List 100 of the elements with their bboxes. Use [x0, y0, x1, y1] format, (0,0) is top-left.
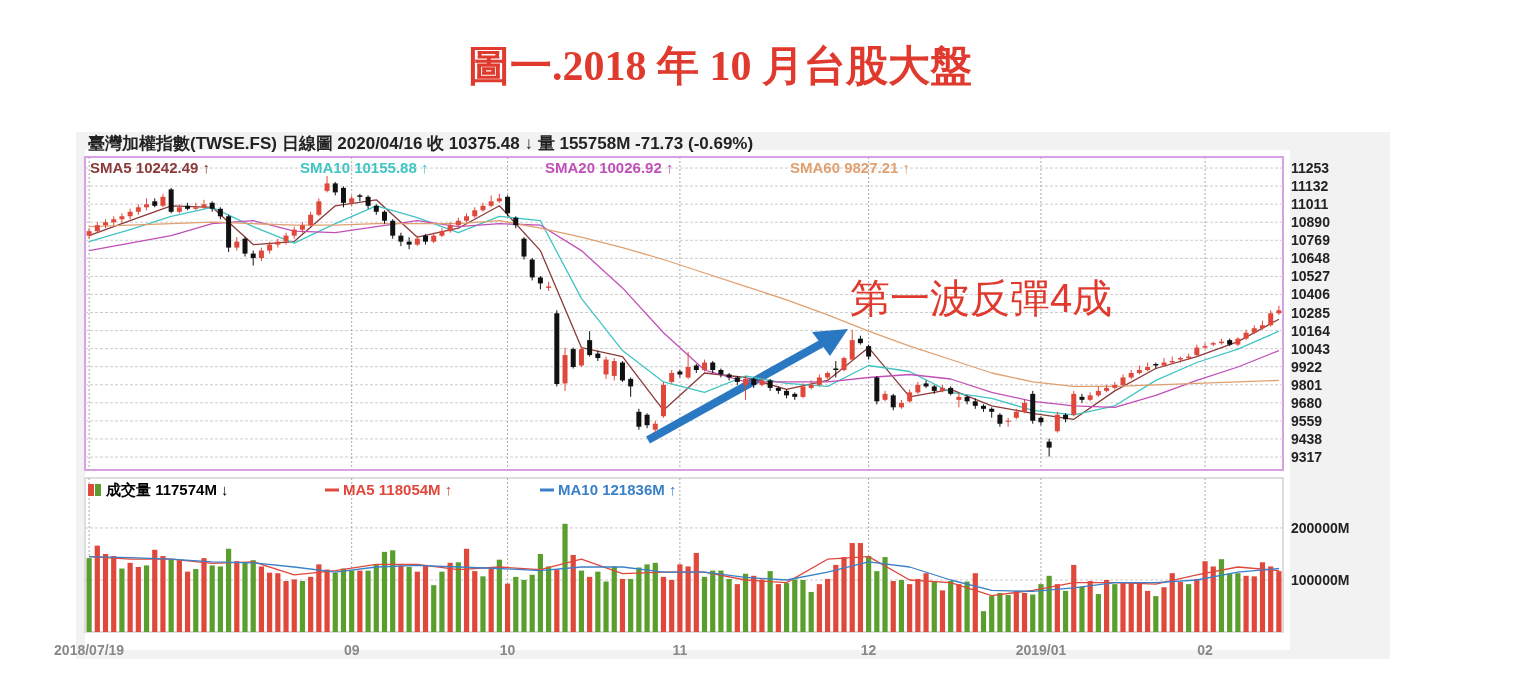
- bar: [308, 576, 314, 632]
- text: SMA20 10026.92 ↑: [545, 159, 674, 176]
- candlestick: [324, 175, 330, 193]
- bar: [1218, 559, 1225, 632]
- candlestick: [127, 208, 133, 220]
- bar: [1005, 595, 1011, 632]
- bar: [431, 585, 437, 632]
- bar: [1186, 584, 1192, 632]
- y-tick-label: 11253: [1291, 160, 1330, 177]
- bar: [636, 567, 642, 632]
- y-tick-label: 9317: [1291, 449, 1323, 466]
- text: SMA5 10242.49 ↑: [90, 159, 211, 176]
- y-tick-label: 10164: [1291, 322, 1331, 339]
- bar: [677, 564, 683, 632]
- bar: [660, 576, 667, 632]
- text: SMA10 10155.88 ↑: [300, 159, 429, 176]
- bar: [283, 581, 289, 632]
- candlestick: [357, 193, 363, 202]
- bar: [472, 571, 478, 632]
- bar: [587, 576, 593, 632]
- bar: [373, 564, 379, 632]
- bar: [209, 565, 215, 632]
- bar: [808, 591, 814, 632]
- legend-label: 成交量 117574M ↓: [105, 481, 229, 498]
- bar: [1177, 582, 1184, 632]
- bar: [250, 560, 256, 632]
- bar: [226, 548, 232, 632]
- candlestick: [447, 221, 453, 234]
- bar: [652, 562, 658, 632]
- bar: [1112, 584, 1118, 632]
- bar: [701, 576, 708, 632]
- x-tick-label: 11: [672, 642, 688, 658]
- bar: [1251, 576, 1257, 632]
- candlestick: [390, 218, 396, 240]
- y-tick-label: 9438: [1291, 430, 1323, 447]
- bar: [168, 559, 174, 632]
- y-tick-label: 10890: [1291, 214, 1331, 231]
- bar: [521, 579, 527, 632]
- candlestick: [406, 236, 412, 250]
- bar: [685, 566, 691, 632]
- y-tick-label: 9680: [1291, 394, 1323, 411]
- candlestick: [726, 372, 732, 381]
- bar: [381, 551, 388, 632]
- candlestick: [201, 199, 207, 210]
- bar: [866, 556, 872, 632]
- candlestick: [587, 330, 593, 358]
- bar: [143, 565, 150, 632]
- legend-label: MA5 118054M ↑: [343, 481, 453, 498]
- candlestick: [283, 232, 289, 246]
- candlestick: [86, 227, 92, 240]
- bar: [349, 570, 355, 632]
- candlestick: [168, 187, 174, 214]
- bar: [710, 570, 716, 632]
- y-tick-label: 9801: [1291, 376, 1323, 393]
- x-tick-label: 12: [860, 642, 877, 658]
- y-tick-label: 100000M: [1291, 571, 1350, 588]
- bar: [1038, 584, 1044, 632]
- bar: [1046, 575, 1052, 632]
- y-tick-label: 10406: [1291, 286, 1331, 303]
- bar: [989, 596, 995, 632]
- bar: [1235, 573, 1241, 632]
- chart-title: 圖一.2018 年 10 月台股大盤: [468, 43, 972, 89]
- bar: [422, 565, 429, 632]
- bar: [1145, 590, 1151, 632]
- bar: [816, 584, 822, 632]
- bar: [718, 570, 724, 632]
- bar: [792, 579, 798, 632]
- x-tick-label: 09: [343, 642, 360, 658]
- bar: [595, 571, 601, 632]
- candlestick: [1038, 415, 1044, 426]
- bar: [340, 568, 347, 632]
- candlestick: [1005, 417, 1011, 428]
- candlestick: [603, 356, 609, 380]
- bar: [931, 581, 937, 632]
- y-tick-label: 10769: [1291, 232, 1331, 249]
- bar: [184, 571, 191, 632]
- bar: [1153, 596, 1159, 632]
- candlestick: [1071, 390, 1077, 417]
- bar: [1030, 594, 1036, 632]
- bar: [275, 573, 281, 632]
- bar: [406, 566, 412, 632]
- candlestick: [849, 329, 855, 362]
- candlestick: [1161, 357, 1167, 368]
- bar: [882, 557, 888, 632]
- bar: [669, 579, 675, 632]
- candlestick: [1046, 438, 1052, 458]
- candlestick: [611, 357, 617, 381]
- candlestick: [505, 194, 511, 217]
- bar: [800, 579, 806, 632]
- bar: [693, 552, 699, 632]
- y-tick-label: 10527: [1291, 268, 1331, 285]
- bar: [439, 571, 445, 632]
- bar: [398, 565, 404, 632]
- bar: [1095, 594, 1101, 632]
- y-tick-label: 200000M: [1291, 519, 1350, 536]
- bar: [529, 574, 535, 632]
- candlestick: [685, 351, 691, 380]
- chart-subtitle: 臺灣加權指數(TWSE.FS) 日線圖 2020/04/16 收 10375.48 ↓ 量 155758M -71.73 (-0.69%): [88, 134, 754, 153]
- bar: [734, 584, 740, 632]
- bar: [217, 566, 223, 632]
